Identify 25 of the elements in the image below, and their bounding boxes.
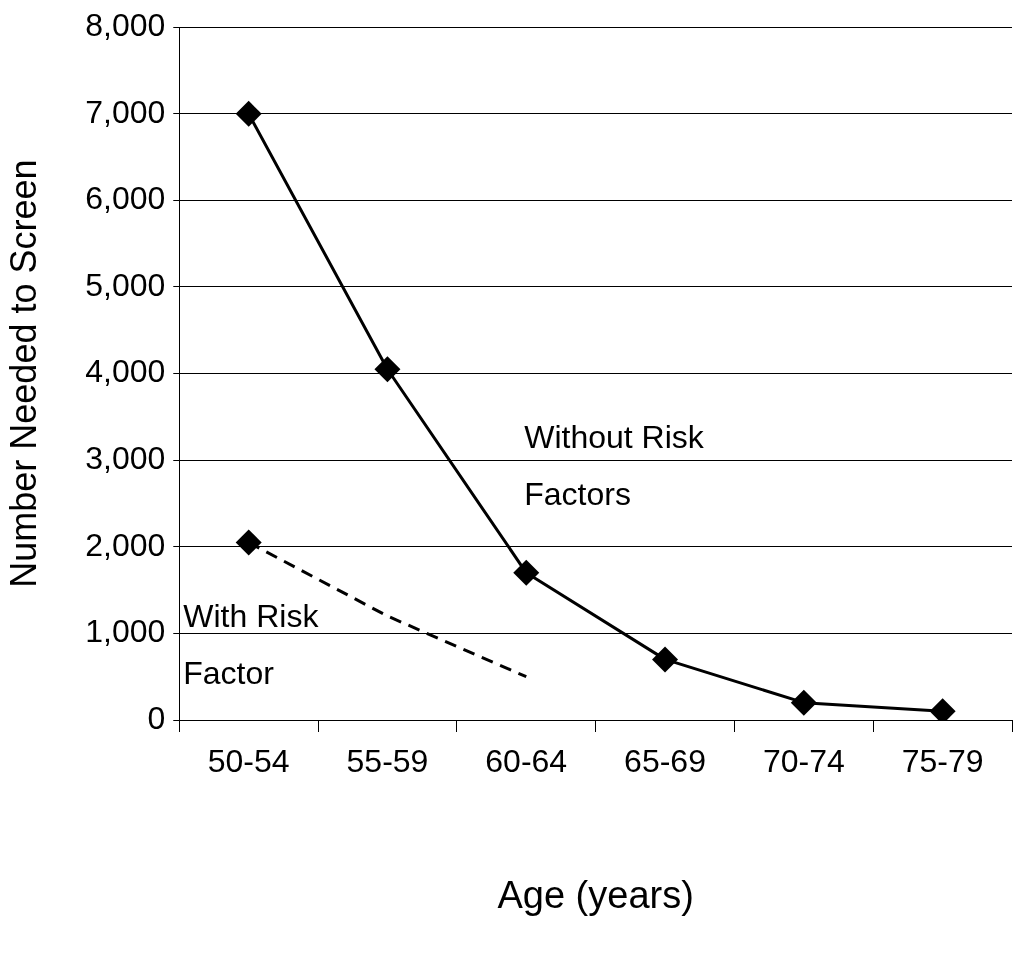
y-tick-label: 5,000 [85, 266, 166, 303]
x-axis-title: Age (years) [497, 873, 694, 916]
point [235, 100, 262, 127]
x-tick-label: 75-79 [901, 743, 984, 780]
point [790, 689, 817, 716]
point [652, 646, 679, 673]
point [374, 356, 401, 383]
x-tick-label: 50-54 [207, 743, 290, 780]
y-tick-label: 1,000 [85, 613, 166, 650]
y-tick-label: 0 [147, 699, 166, 736]
y-tick-label: 6,000 [85, 180, 166, 217]
y-tick-label: 4,000 [85, 353, 166, 390]
y-tick-label: 2,000 [85, 526, 166, 563]
x-tick-label: 60-64 [485, 743, 568, 780]
point [235, 529, 262, 556]
x-tick-label: 65-69 [624, 743, 706, 780]
y-tick-label: 8,000 [85, 7, 166, 44]
x-tick-label: 55-59 [346, 743, 429, 780]
series-label: Without Risk Factors [524, 418, 705, 512]
y-tick-label: 3,000 [85, 440, 166, 477]
y-tick-label: 7,000 [85, 93, 166, 130]
x-tick-label: 70-74 [762, 743, 845, 780]
series-label: With Risk Factor [183, 598, 320, 692]
point [513, 559, 540, 586]
y-axis-title: Number Needed to Screen [2, 159, 44, 588]
